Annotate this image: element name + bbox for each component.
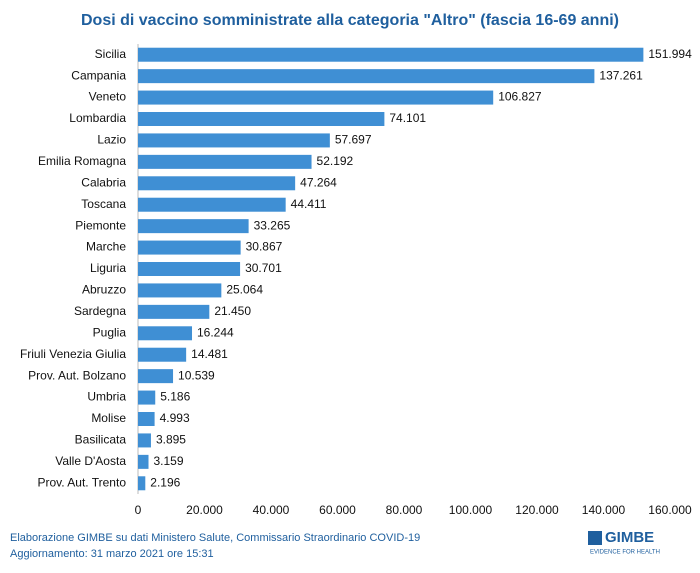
x-tick-label: 160.000 [648, 503, 692, 517]
value-label: 30.867 [246, 240, 283, 254]
bar [138, 219, 249, 234]
y-tick-label: Prov. Aut. Bolzano [28, 368, 126, 382]
value-label: 2.196 [150, 475, 180, 489]
y-tick-label: Toscana [81, 197, 126, 211]
y-tick-label: Basilicata [75, 433, 127, 447]
value-label: 25.064 [226, 283, 263, 297]
source-note: Elaborazione GIMBE su dati Ministero Sal… [10, 532, 420, 544]
value-label: 47.264 [300, 175, 337, 189]
y-tick-label: Lombardia [69, 111, 126, 125]
bar [138, 90, 494, 105]
value-label: 44.411 [291, 197, 327, 211]
y-tick-label: Abruzzo [82, 283, 126, 297]
update-note: Aggiornamento: 31 marzo 2021 ore 15:31 [10, 548, 214, 560]
value-label: 21.450 [214, 304, 251, 318]
value-label: 16.244 [197, 325, 234, 339]
bar [138, 69, 595, 84]
value-label: 74.101 [389, 111, 426, 125]
x-tick-label: 80.000 [386, 503, 423, 517]
bar [138, 112, 385, 126]
y-tick-label: Sardegna [74, 304, 126, 318]
bar [138, 262, 241, 276]
value-label: 3.895 [156, 433, 186, 447]
bar [138, 433, 151, 448]
value-label: 106.827 [498, 90, 542, 104]
x-tick-label: 140.000 [582, 503, 626, 517]
chart-title: Dosi di vaccino somministrate alla categ… [81, 12, 619, 29]
y-tick-label: Valle D'Aosta [55, 454, 126, 468]
y-tick-label: Calabria [81, 175, 126, 189]
y-tick-label: Molise [91, 411, 126, 425]
value-label: 3.159 [154, 454, 184, 468]
x-tick-label: 120.000 [515, 503, 559, 517]
x-tick-label: 20.000 [186, 503, 223, 517]
bar [138, 347, 187, 362]
bar [138, 454, 149, 469]
bar [138, 133, 330, 148]
y-tick-label: Lazio [97, 133, 126, 147]
x-tick-label: 40.000 [253, 503, 290, 517]
y-tick-label: Umbria [87, 390, 126, 404]
x-tick-label: 60.000 [319, 503, 356, 517]
value-label: 57.697 [335, 133, 372, 147]
bar [138, 197, 286, 212]
value-label: 137.261 [599, 68, 643, 82]
logo: GIMBE [605, 529, 654, 546]
bar [138, 304, 210, 319]
value-label: 10.539 [178, 368, 215, 382]
bar [138, 326, 193, 341]
y-tick-label: Veneto [89, 90, 127, 104]
y-tick-label: Sicilia [95, 47, 127, 61]
y-tick-label: Marche [86, 240, 126, 254]
bar [138, 154, 312, 169]
bar [138, 412, 155, 426]
bar [138, 47, 644, 62]
x-tick-label: 100.000 [449, 503, 493, 517]
value-label: 151.994 [648, 47, 692, 61]
y-tick-label: Prov. Aut. Trento [38, 475, 127, 489]
y-tick-label: Puglia [93, 325, 127, 339]
value-label: 52.192 [317, 154, 354, 168]
bar [138, 369, 174, 384]
bar [138, 476, 146, 491]
value-label: 5.186 [160, 390, 190, 404]
value-label: 14.481 [191, 347, 228, 361]
logo-icon [588, 531, 602, 545]
bar [138, 390, 156, 405]
value-label: 4.993 [160, 411, 190, 425]
bar [138, 240, 241, 255]
value-label: 33.265 [254, 218, 291, 232]
y-tick-label: Campania [71, 68, 126, 82]
bar [138, 176, 296, 191]
value-label: 30.701 [245, 261, 282, 275]
logo-tagline: EVIDENCE FOR HEALTH [590, 550, 660, 556]
y-tick-label: Emilia Romagna [38, 154, 126, 168]
y-tick-label: Friuli Venezia Giulia [20, 347, 126, 361]
bar [138, 283, 222, 298]
x-tick-label: 0 [135, 503, 142, 517]
y-tick-label: Liguria [90, 261, 126, 275]
y-tick-label: Piemonte [75, 218, 126, 232]
